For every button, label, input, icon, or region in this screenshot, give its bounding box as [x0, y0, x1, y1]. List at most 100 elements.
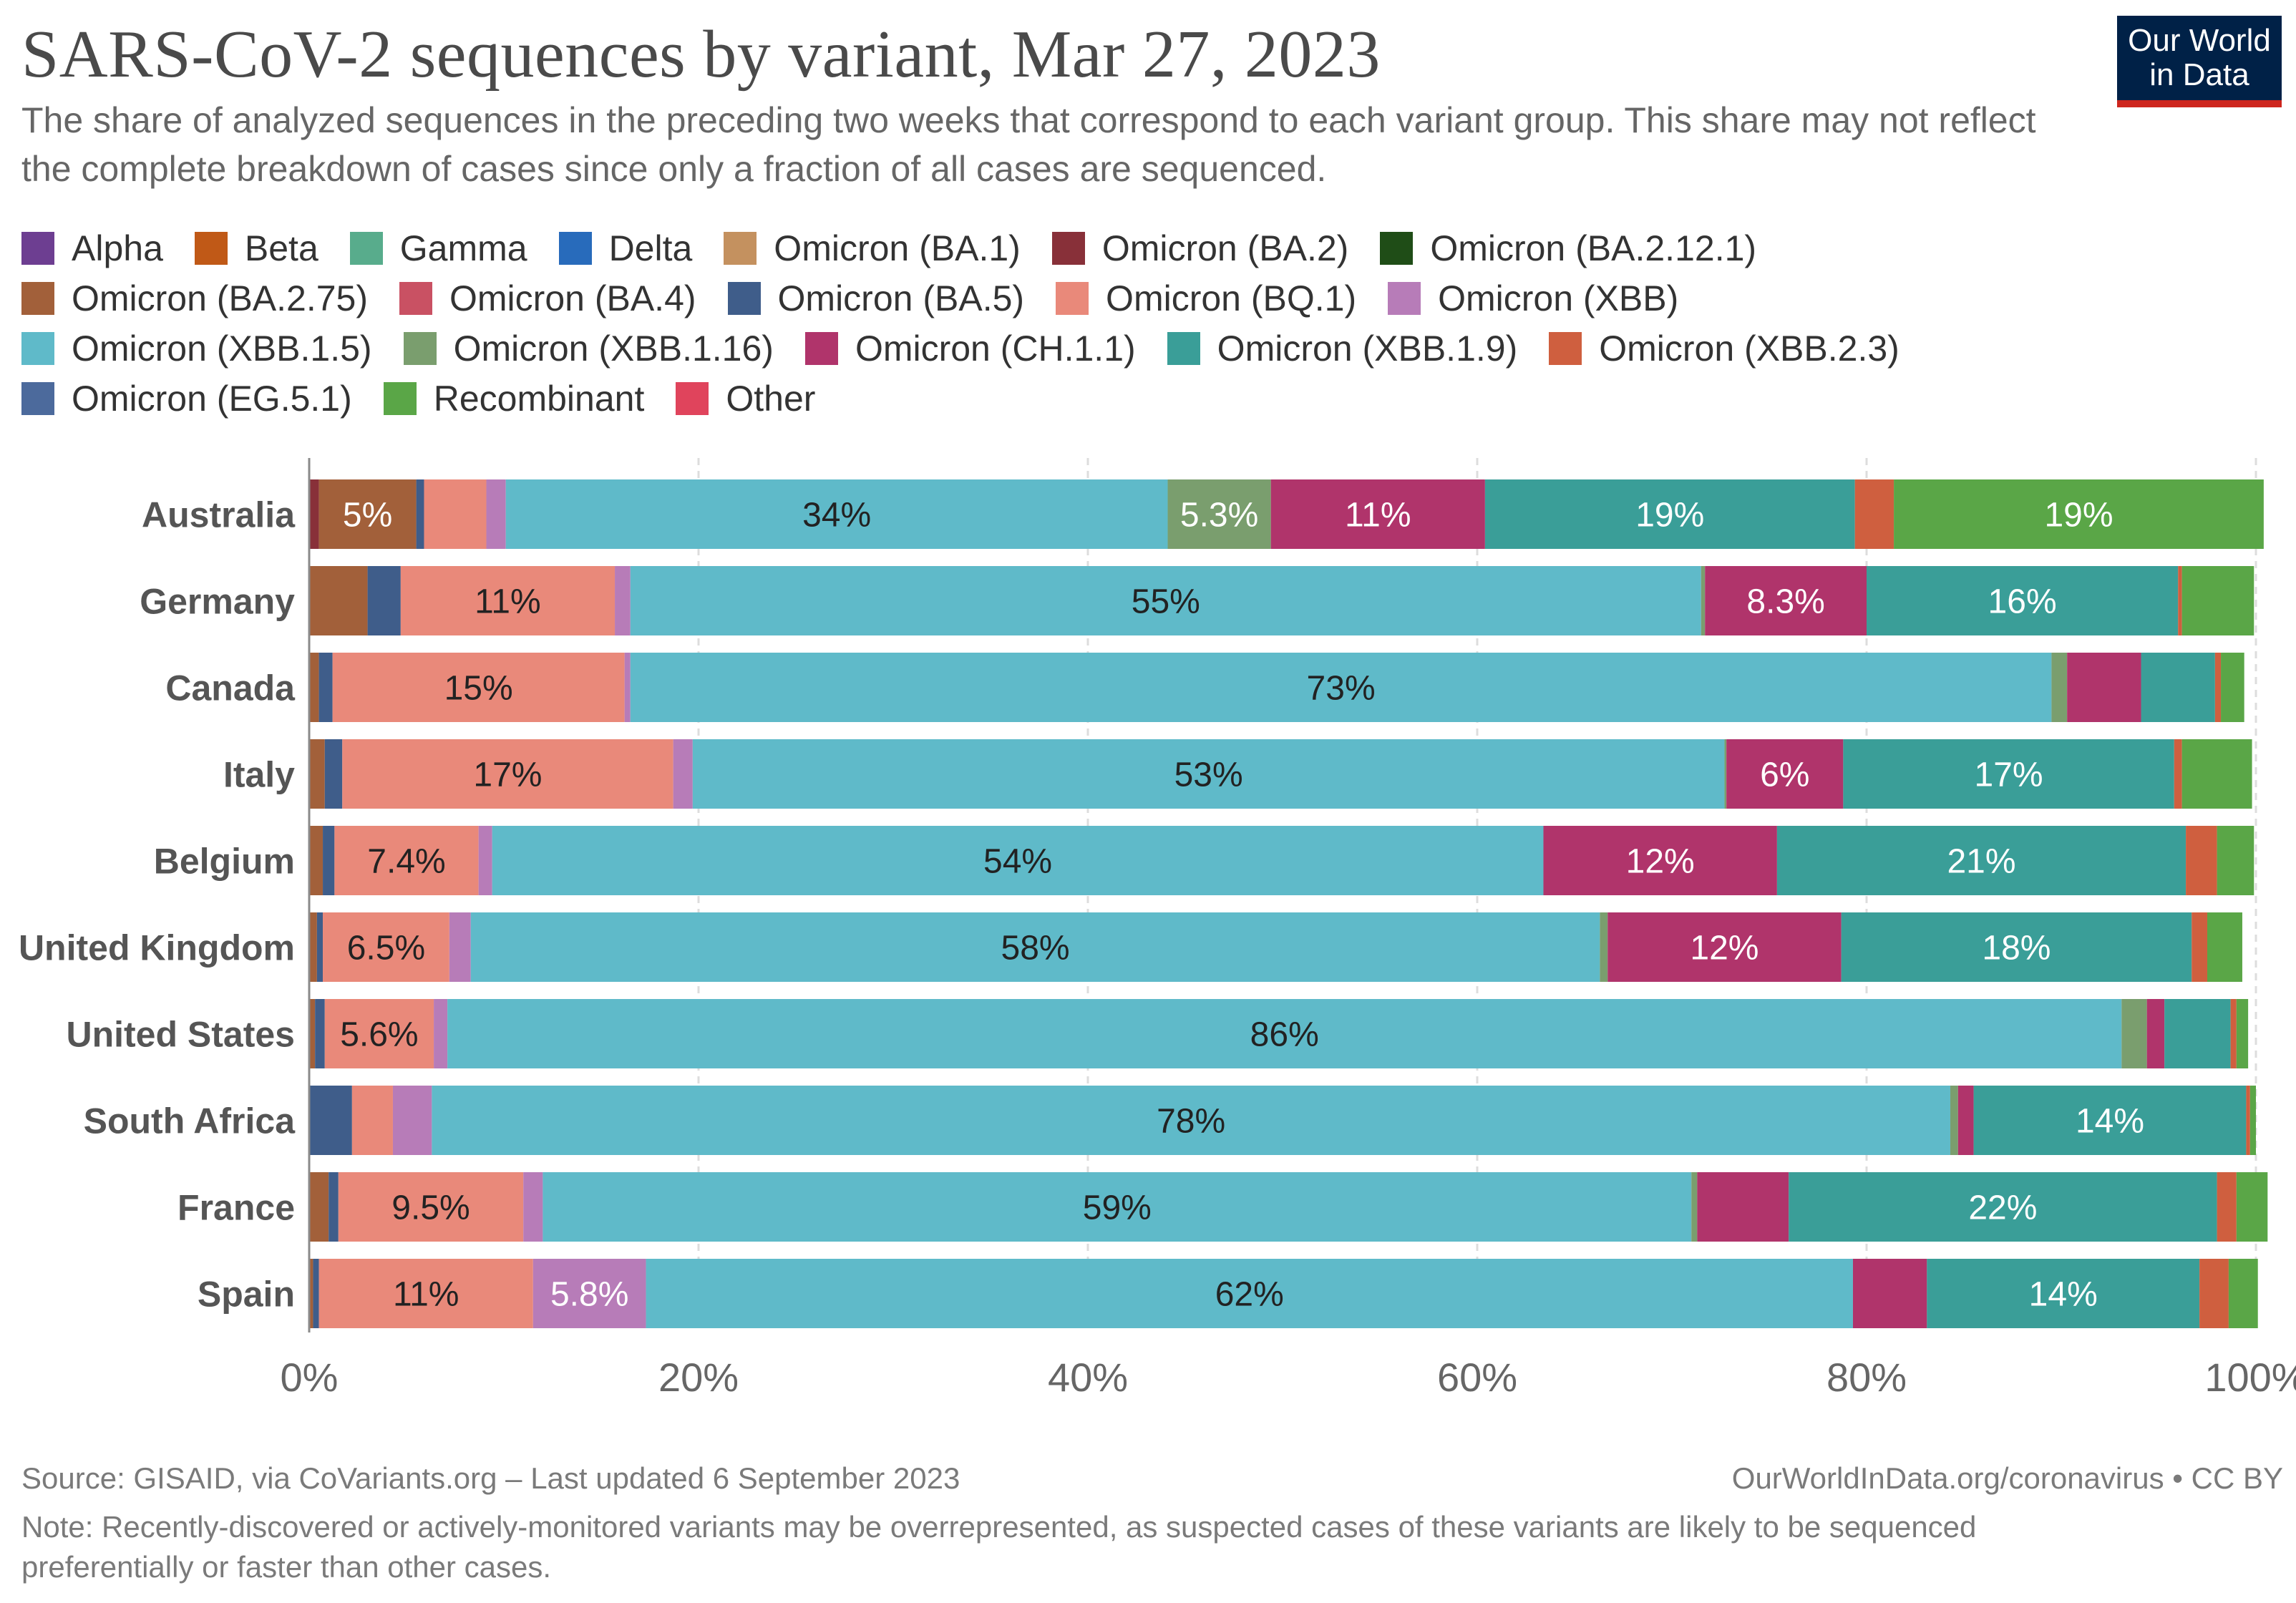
bar-segment-canada-omicron-xbb-2-3[interactable]	[2214, 653, 2222, 722]
bar-segment-spain-omicron-xbb-2-3[interactable]	[2199, 1259, 2229, 1328]
bar-segment-italy-omicron-xbb[interactable]	[673, 739, 693, 809]
legend-item-omicron-ch-1-1[interactable]: Omicron (CH.1.1)	[804, 328, 1136, 369]
bar-segment-united-states-omicron-ba-5[interactable]	[315, 999, 325, 1068]
bar-segment-italy-omicron-ch-1-1[interactable]	[1726, 739, 1844, 809]
bar-segment-canada-omicron-xbb[interactable]	[624, 653, 631, 722]
bar-segment-italy-omicron-xbb-2-3[interactable]	[2174, 739, 2182, 809]
bar-segment-belgium-omicron-bq-1[interactable]	[334, 826, 479, 895]
bar-segment-united-states-omicron-xbb-2-3[interactable]	[2230, 999, 2237, 1068]
bar-segment-germany-omicron-ba-2-75[interactable]	[309, 566, 368, 635]
bar-segment-belgium-recombinant[interactable]	[2217, 826, 2254, 895]
bar-segment-united-kingdom-omicron-ba-5[interactable]	[316, 912, 324, 982]
bar-segment-australia-omicron-ba-2-75[interactable]	[318, 479, 417, 549]
owid-logo[interactable]: Our World in Data	[2117, 16, 2282, 107]
bar-segment-italy-recombinant[interactable]	[2181, 739, 2252, 809]
bar-segment-united-kingdom-omicron-xbb-1-9[interactable]	[1841, 912, 2192, 982]
bar-segment-australia-omicron-bq-1[interactable]	[424, 479, 487, 549]
legend-item-recombinant[interactable]: Recombinant	[383, 378, 644, 419]
bar-segment-australia-omicron-ba-5[interactable]	[416, 479, 424, 549]
legend-item-omicron-ba-2-12-1[interactable]: Omicron (BA.2.12.1)	[1380, 228, 1756, 269]
legend-item-omicron-ba-2[interactable]: Omicron (BA.2)	[1051, 228, 1348, 269]
bar-segment-united-states-omicron-xbb-1-5[interactable]	[447, 999, 2122, 1068]
bar-segment-italy-omicron-xbb-1-16[interactable]	[1724, 739, 1727, 809]
bar-segment-germany-omicron-ba-5[interactable]	[367, 566, 401, 635]
bar-segment-south-africa-omicron-ba-5[interactable]	[309, 1086, 352, 1155]
legend-item-omicron-eg-5-1[interactable]: Omicron (EG.5.1)	[21, 378, 352, 419]
bar-segment-italy-omicron-xbb-1-9[interactable]	[1843, 739, 2174, 809]
legend-item-alpha[interactable]: Alpha	[21, 228, 163, 269]
bar-segment-south-africa-omicron-bq-1[interactable]	[351, 1086, 393, 1155]
bar-segment-germany-omicron-xbb[interactable]	[615, 566, 631, 635]
bar-segment-france-omicron-xbb-2-3[interactable]	[2217, 1172, 2237, 1242]
bar-segment-belgium-omicron-ch-1-1[interactable]	[1543, 826, 1777, 895]
bar-segment-spain-recombinant[interactable]	[2228, 1259, 2258, 1328]
bar-segment-belgium-omicron-xbb-1-5[interactable]	[492, 826, 1544, 895]
bar-segment-united-states-omicron-bq-1[interactable]	[324, 999, 434, 1068]
bar-segment-belgium-omicron-xbb-1-9[interactable]	[1776, 826, 2186, 895]
bar-segment-spain-omicron-bq-1[interactable]	[318, 1259, 533, 1328]
legend-item-omicron-xbb-1-9[interactable]: Omicron (XBB.1.9)	[1167, 328, 1517, 369]
bar-segment-belgium-omicron-xbb-2-3[interactable]	[2186, 826, 2217, 895]
bar-segment-united-kingdom-omicron-xbb[interactable]	[449, 912, 471, 982]
bar-segment-spain-omicron-xbb[interactable]	[532, 1259, 646, 1328]
legend-item-omicron-xbb-1-5[interactable]: Omicron (XBB.1.5)	[21, 328, 372, 369]
legend-item-omicron-xbb-1-16[interactable]: Omicron (XBB.1.16)	[403, 328, 774, 369]
bar-segment-canada-omicron-xbb-1-9[interactable]	[2141, 653, 2215, 722]
bar-segment-united-kingdom-omicron-ch-1-1[interactable]	[1607, 912, 1842, 982]
bar-segment-canada-omicron-bq-1[interactable]	[332, 653, 625, 722]
site-link[interactable]: OurWorldInData.org/coronavirus • CC BY	[1731, 1461, 2283, 1495]
legend-item-omicron-ba-4[interactable]: Omicron (BA.4)	[399, 278, 696, 319]
bar-segment-australia-omicron-xbb-1-16[interactable]	[1167, 479, 1271, 549]
bar-segment-spain-omicron-ba-5[interactable]	[313, 1259, 319, 1328]
bar-segment-canada-omicron-xbb-1-16[interactable]	[2051, 653, 2068, 722]
bar-segment-france-omicron-xbb-1-16[interactable]	[1691, 1172, 1698, 1242]
bar-segment-australia-omicron-ba-2[interactable]	[309, 479, 319, 549]
legend-item-omicron-ba-5[interactable]: Omicron (BA.5)	[727, 278, 1024, 319]
legend-item-omicron-ba-1[interactable]: Omicron (BA.1)	[724, 228, 1021, 269]
legend-item-omicron-ba-2-75[interactable]: Omicron (BA.2.75)	[21, 278, 368, 319]
bar-segment-italy-omicron-ba-2-75[interactable]	[309, 739, 325, 809]
bar-segment-united-kingdom-omicron-ba-2-75[interactable]	[309, 912, 317, 982]
bar-segment-belgium-omicron-xbb[interactable]	[478, 826, 492, 895]
bar-segment-canada-omicron-ch-1-1[interactable]	[2067, 653, 2141, 722]
legend-item-other[interactable]: Other	[676, 378, 815, 419]
bar-segment-belgium-omicron-ba-5[interactable]	[323, 826, 335, 895]
bar-segment-united-kingdom-omicron-xbb-1-16[interactable]	[1600, 912, 1608, 982]
bar-segment-belgium-omicron-ba-2-75[interactable]	[309, 826, 324, 895]
legend-item-omicron-xbb[interactable]: Omicron (XBB)	[1388, 278, 1678, 319]
bar-segment-australia-omicron-xbb-1-5[interactable]	[505, 479, 1168, 549]
bar-segment-south-africa-omicron-xbb-2-3[interactable]	[2246, 1086, 2250, 1155]
bar-segment-united-kingdom-omicron-xbb-1-5[interactable]	[470, 912, 1600, 982]
bar-segment-south-africa-omicron-xbb[interactable]	[392, 1086, 432, 1155]
bar-segment-canada-omicron-ba-5[interactable]	[318, 653, 333, 722]
bar-segment-germany-omicron-ch-1-1[interactable]	[1705, 566, 1867, 635]
bar-segment-germany-omicron-xbb-1-5[interactable]	[630, 566, 1701, 635]
bar-segment-united-states-recombinant[interactable]	[2236, 999, 2249, 1068]
bar-segment-united-states-omicron-ba-2-75[interactable]	[309, 999, 316, 1068]
legend-item-beta[interactable]: Beta	[194, 228, 318, 269]
bar-segment-canada-recombinant[interactable]	[2221, 653, 2244, 722]
bar-segment-south-africa-omicron-xbb-1-9[interactable]	[1973, 1086, 2247, 1155]
bar-segment-canada-omicron-xbb-1-5[interactable]	[630, 653, 2052, 722]
bar-segment-canada-omicron-ba-2-75[interactable]	[309, 653, 319, 722]
bar-segment-south-africa-recombinant[interactable]	[2249, 1086, 2256, 1155]
bar-segment-united-kingdom-recombinant[interactable]	[2207, 912, 2242, 982]
legend-item-delta[interactable]: Delta	[558, 228, 692, 269]
bar-segment-italy-omicron-ba-5[interactable]	[324, 739, 343, 809]
bar-segment-united-kingdom-omicron-bq-1[interactable]	[323, 912, 449, 982]
bar-segment-france-omicron-ba-5[interactable]	[329, 1172, 339, 1242]
bar-segment-france-omicron-xbb[interactable]	[523, 1172, 543, 1242]
bar-segment-spain-omicron-xbb-1-9[interactable]	[1927, 1259, 2200, 1328]
bar-segment-france-omicron-ch-1-1[interactable]	[1697, 1172, 1789, 1242]
bar-segment-france-recombinant[interactable]	[2236, 1172, 2268, 1242]
bar-segment-australia-omicron-xbb-1-9[interactable]	[1484, 479, 1855, 549]
bar-segment-germany-omicron-bq-1[interactable]	[400, 566, 616, 635]
bar-segment-south-africa-omicron-xbb-1-5[interactable]	[432, 1086, 1950, 1155]
legend-item-omicron-xbb-2-3[interactable]: Omicron (XBB.2.3)	[1549, 328, 1899, 369]
bar-segment-germany-recombinant[interactable]	[2181, 566, 2254, 635]
bar-segment-italy-omicron-xbb-1-5[interactable]	[692, 739, 1725, 809]
bar-segment-france-omicron-xbb-1-9[interactable]	[1789, 1172, 2217, 1242]
bar-segment-france-omicron-xbb-1-5[interactable]	[543, 1172, 1692, 1242]
bar-segment-germany-omicron-xbb-1-9[interactable]	[1867, 566, 2179, 635]
bar-segment-united-states-omicron-xbb-1-9[interactable]	[2164, 999, 2231, 1068]
